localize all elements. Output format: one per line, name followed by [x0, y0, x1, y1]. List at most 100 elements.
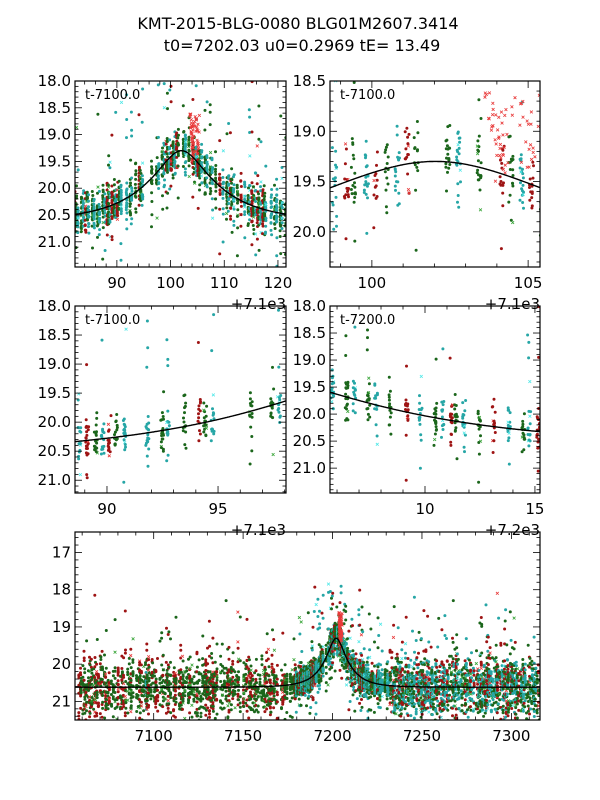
data-point	[215, 642, 219, 646]
data-point	[130, 186, 134, 190]
data-point	[210, 170, 214, 174]
data-point	[272, 694, 276, 698]
data-point	[366, 407, 370, 410]
data-point	[167, 630, 171, 634]
flagged-point	[367, 376, 371, 380]
flagged-point	[407, 191, 411, 195]
data-point	[181, 697, 185, 701]
data-point	[536, 446, 540, 450]
flagged-point	[191, 124, 196, 128]
data-point	[168, 187, 172, 191]
data-point	[478, 174, 482, 178]
flagged-point	[501, 133, 505, 137]
data-point	[434, 425, 438, 429]
data-point	[182, 416, 185, 420]
data-point	[96, 235, 99, 239]
data-point	[85, 195, 89, 199]
data-point	[139, 663, 143, 667]
data-point	[110, 238, 114, 242]
data-point	[372, 193, 376, 197]
data-point	[174, 689, 177, 693]
data-point	[154, 705, 158, 709]
flagged-point	[495, 153, 499, 158]
data-point	[124, 208, 128, 212]
flagged-point	[419, 374, 423, 379]
data-point	[294, 710, 298, 714]
flagged-point	[108, 160, 112, 164]
data-point	[275, 209, 279, 213]
data-point	[124, 706, 128, 710]
data-point	[353, 191, 357, 195]
data-point	[125, 211, 129, 215]
data-point	[227, 657, 231, 661]
data-point	[250, 404, 254, 408]
data-point	[260, 663, 264, 667]
flagged-point	[500, 121, 504, 125]
data-point	[205, 162, 209, 166]
data-point	[215, 678, 219, 682]
data-point	[91, 194, 95, 197]
data-point	[434, 428, 438, 432]
flagged-point	[531, 146, 535, 150]
flagged-point	[236, 610, 240, 614]
data-point	[239, 193, 243, 197]
data-point	[527, 340, 531, 344]
data-point	[154, 679, 158, 683]
data-point	[527, 356, 531, 360]
data-point	[124, 445, 127, 449]
data-point	[150, 171, 154, 175]
data-point	[97, 217, 101, 221]
x-tick-label: 10	[415, 500, 434, 518]
data-point	[160, 631, 164, 635]
flagged-point	[192, 134, 196, 138]
data-point	[169, 711, 173, 715]
data-point	[353, 239, 357, 243]
data-point	[147, 665, 151, 669]
data-point	[365, 164, 369, 168]
data-point	[179, 675, 183, 679]
data-point	[258, 677, 262, 681]
data-point	[455, 148, 459, 152]
data-point	[184, 446, 188, 450]
data-point	[418, 401, 422, 405]
data-point	[145, 365, 149, 369]
data-point	[449, 415, 452, 419]
data-point	[196, 206, 200, 210]
data-point	[333, 176, 337, 180]
data-point	[199, 694, 203, 698]
data-point	[197, 407, 201, 411]
flagged-point	[501, 152, 505, 157]
data-point	[145, 648, 149, 652]
data-point	[198, 183, 202, 187]
flagged-point	[490, 112, 495, 117]
data-point	[274, 203, 278, 207]
data-point	[397, 158, 401, 162]
data-point	[249, 425, 253, 429]
data-point	[215, 667, 219, 671]
data-point	[275, 220, 279, 223]
data-point	[232, 223, 236, 227]
data-point	[245, 704, 249, 708]
data-point	[366, 182, 370, 186]
data-point	[237, 683, 241, 687]
axes-frame	[329, 305, 541, 494]
data-point	[248, 131, 252, 134]
data-point	[198, 398, 202, 401]
data-point	[388, 389, 392, 393]
data-point	[96, 112, 100, 116]
data-point	[203, 192, 207, 196]
data-point	[102, 451, 106, 455]
data-point	[99, 658, 103, 661]
data-point	[353, 411, 357, 415]
data-point	[125, 136, 128, 140]
data-point	[298, 632, 302, 636]
data-point	[406, 153, 410, 157]
data-point	[447, 146, 451, 150]
data-point	[388, 408, 392, 412]
data-point	[263, 710, 267, 714]
flagged-point	[121, 681, 126, 686]
data-point	[181, 659, 185, 663]
data-point	[501, 191, 505, 195]
data-point	[498, 182, 502, 186]
data-point	[124, 688, 128, 692]
